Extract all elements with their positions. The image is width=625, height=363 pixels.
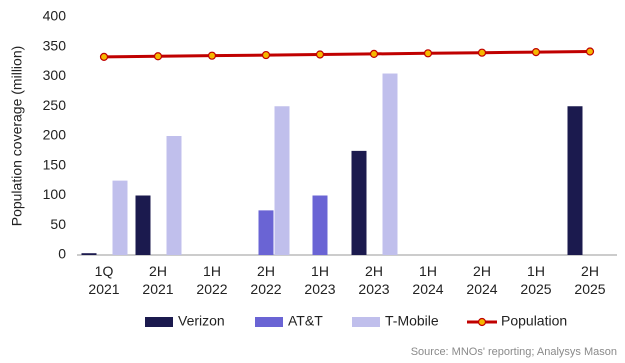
line-marker <box>261 50 271 60</box>
x-tick-label: 1H 2022 <box>196 263 227 297</box>
y-tick-label: 300 <box>43 67 67 83</box>
bar <box>382 73 398 256</box>
legend-swatch <box>477 317 487 327</box>
line-marker <box>369 49 379 58</box>
y-tick-label: 350 <box>43 37 67 53</box>
line-marker <box>585 47 595 56</box>
line-marker <box>477 48 487 57</box>
bar <box>135 195 151 255</box>
bar <box>81 253 97 255</box>
y-tick-label: 150 <box>43 156 67 172</box>
legend-swatch <box>352 317 380 327</box>
source: Source: MNOs' reporting; Analysys Mason <box>411 346 617 358</box>
bar <box>258 210 274 255</box>
legend-swatch <box>255 317 283 327</box>
line-marker <box>153 52 163 61</box>
y-tick-label: 0 <box>58 246 66 262</box>
x-tick-label: 1H 2025 <box>520 263 551 297</box>
line-marker <box>99 52 109 61</box>
x-tick-label: 2H 2025 <box>574 263 605 297</box>
line-marker <box>423 49 433 58</box>
y-tick-label: 400 <box>43 8 67 24</box>
bar <box>166 136 182 255</box>
line-marker <box>315 50 325 59</box>
bar <box>312 195 328 255</box>
legend-label: Population <box>501 313 567 329</box>
y-tick-label: 100 <box>43 186 67 202</box>
y-tick-label: 200 <box>43 127 67 143</box>
line-marker <box>531 48 541 57</box>
legend-label: T-Mobile <box>385 313 439 329</box>
line <box>103 50 591 59</box>
x-tick-label: 1Q 2021 <box>88 263 119 297</box>
bar <box>274 106 290 255</box>
y-tick-label: 50 <box>50 216 66 232</box>
legend-label: AT&T <box>288 313 323 329</box>
line-marker <box>207 51 217 60</box>
bar <box>567 106 583 255</box>
legend-label: Verizon <box>178 313 225 329</box>
x-tick-label: 2H 2021 <box>142 263 173 297</box>
x-tick-label: 2H 2022 <box>250 263 281 297</box>
x-tick-label: 2H 2023 <box>358 263 389 297</box>
bar <box>112 180 128 255</box>
y-tick-label: 250 <box>43 97 67 113</box>
x-tick-label: 1H 2023 <box>304 263 335 297</box>
bar <box>351 150 367 255</box>
legend-swatch <box>145 317 173 327</box>
y-axis-label: Population coverage (million) <box>9 46 25 227</box>
x-tick-label: 1H 2024 <box>412 263 443 297</box>
x-tick-label: 2H 2024 <box>466 263 497 297</box>
